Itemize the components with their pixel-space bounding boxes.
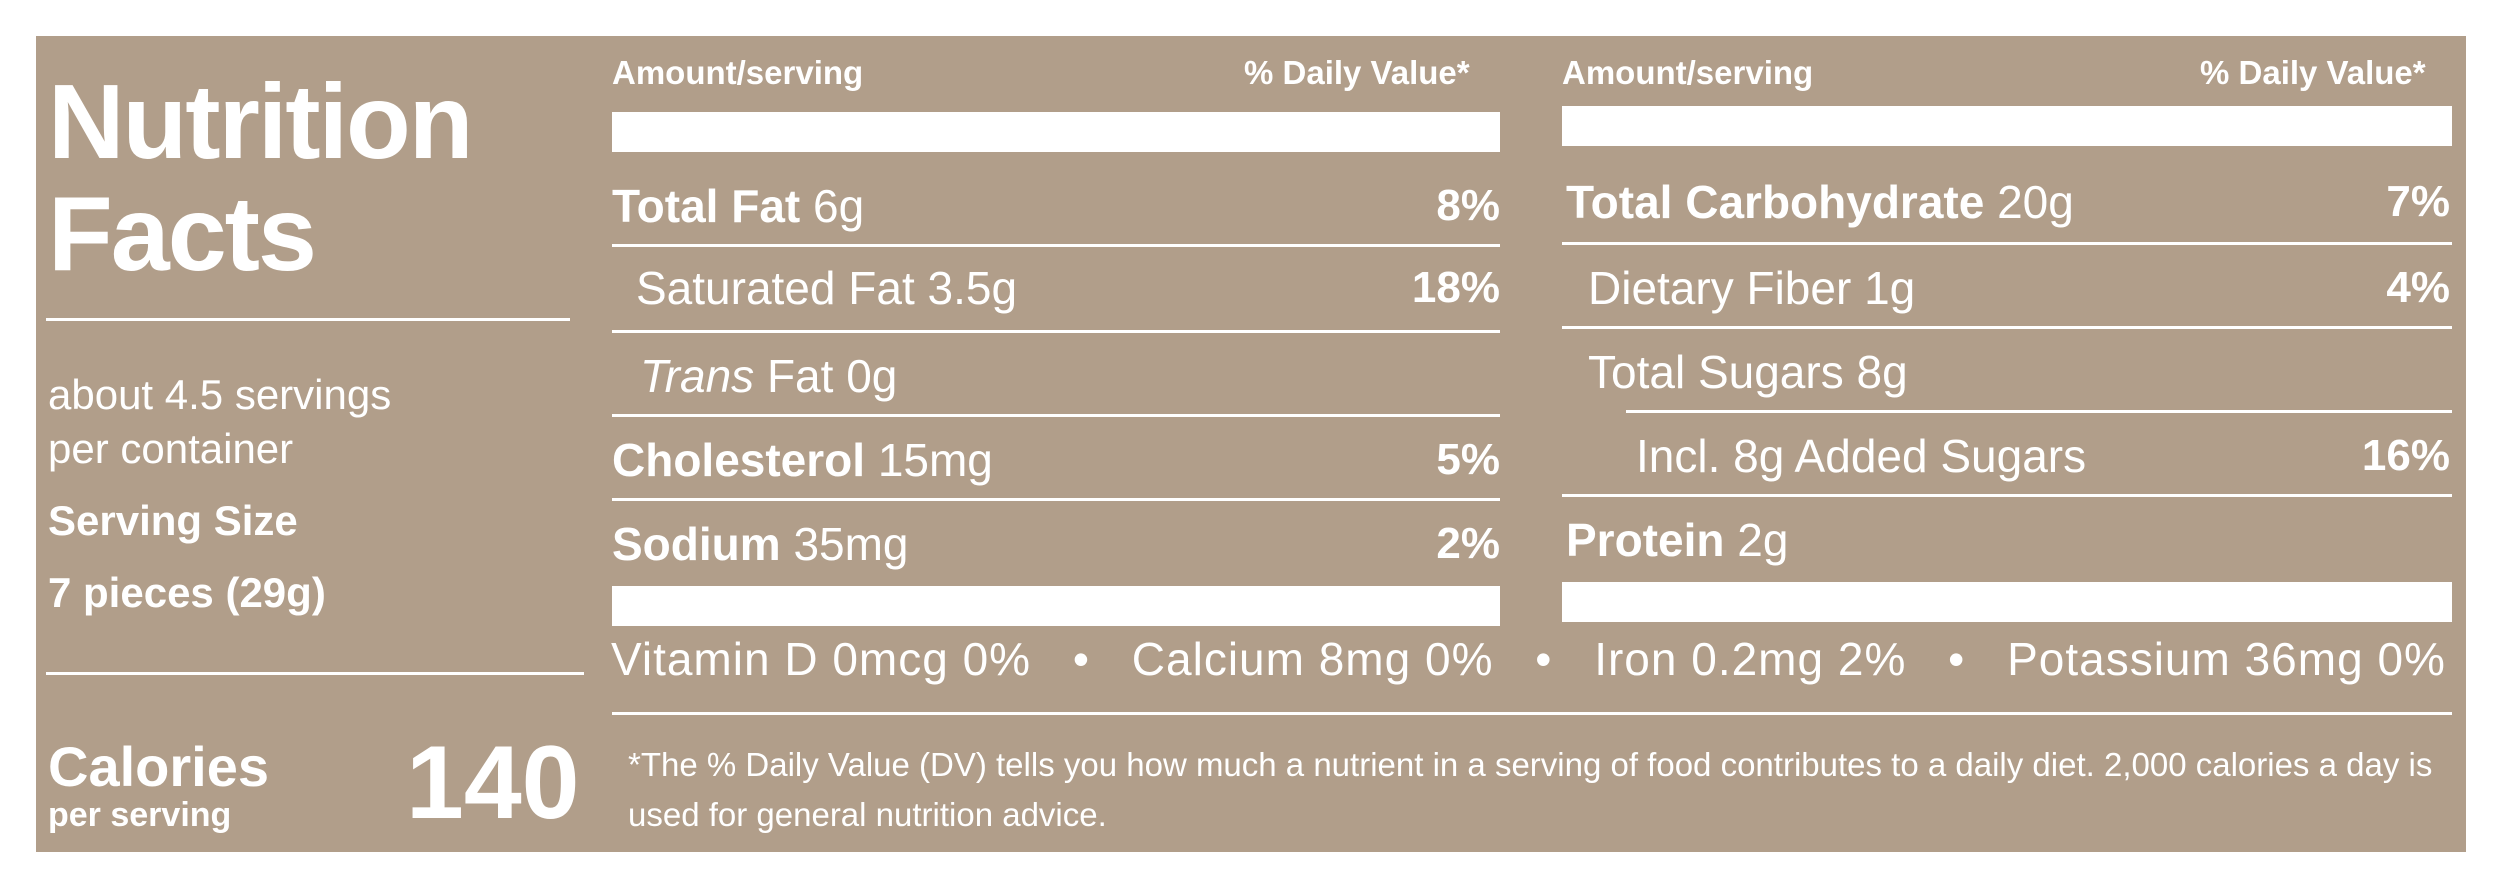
- right-header-amount: Amount/serving: [1562, 54, 1814, 91]
- left-thick-bar-bottom: [612, 586, 1500, 626]
- servings-line-1: about 4.5 servings: [48, 371, 392, 418]
- right-thick-bar-bottom: [1562, 582, 2452, 622]
- potassium: Potassium 36mg 0%: [2007, 633, 2446, 685]
- bullet-1: •: [1072, 633, 1090, 685]
- dv-total-carbohydrate: 7%: [2386, 177, 2450, 226]
- row-total-fat: Total Fat 6g: [612, 180, 865, 232]
- right-thick-bar-top: [1562, 106, 2452, 146]
- left-row-divider-2: [612, 330, 1500, 333]
- calories-value: 140: [406, 725, 580, 841]
- calories-sub: per serving: [48, 796, 232, 834]
- iron: Iron 0.2mg 2%: [1594, 633, 1907, 685]
- vitamin-d: Vitamin D 0mcg 0%: [611, 633, 1032, 685]
- left-header-dv: % Daily Value*: [1244, 54, 1470, 91]
- dv-saturated-fat: 18%: [1411, 263, 1500, 312]
- right-row-divider-2: [1562, 326, 2452, 329]
- row-saturated-fat: Saturated Fat 3.5g: [636, 262, 1018, 314]
- left-divider-top: [46, 318, 570, 321]
- dv-dietary-fiber: 4%: [2386, 263, 2450, 312]
- left-divider-bottom: [46, 672, 584, 675]
- right-row-divider-1: [1562, 242, 2452, 245]
- row-protein: Protein 2g: [1566, 514, 1789, 566]
- bullet-2: •: [1535, 633, 1553, 685]
- row-trans-fat: Trans Fat 0g: [640, 350, 898, 402]
- right-header-dv: % Daily Value*: [2200, 54, 2426, 91]
- left-header-amount: Amount/serving: [612, 54, 864, 91]
- row-sodium: Sodium 35mg: [612, 518, 909, 570]
- left-row-divider-4: [612, 498, 1500, 501]
- bullet-3: •: [1948, 633, 1966, 685]
- row-added-sugars: Incl. 8g Added Sugars: [1636, 430, 2087, 482]
- vitamins-divider: [612, 712, 2452, 715]
- daily-value-footnote: *The % Daily Value (DV) tells you how mu…: [628, 746, 2433, 833]
- vitamins-line: Vitamin D 0mcg 0% • Calcium 8mg 0% • Iro…: [611, 632, 2446, 686]
- row-dietary-fiber: Dietary Fiber 1g: [1588, 262, 1916, 314]
- row-cholesterol: Cholesterol 15mg: [612, 434, 993, 486]
- title-line-2: Facts: [48, 175, 317, 293]
- serving-size-value: 7 pieces (29g): [48, 569, 326, 616]
- calcium: Calcium 8mg 0%: [1131, 633, 1494, 685]
- title-line-1: Nutrition: [48, 63, 474, 181]
- dv-added-sugars: 16%: [2361, 431, 2450, 480]
- left-row-divider-3: [612, 414, 1500, 417]
- servings-line-2: per container: [48, 425, 294, 472]
- left-row-divider-1: [612, 244, 1500, 247]
- left-thick-bar-top: [612, 112, 1500, 152]
- right-row-divider-4: [1562, 494, 2452, 497]
- serving-size-label: Serving Size: [48, 497, 298, 544]
- dv-total-fat: 8%: [1436, 181, 1500, 230]
- calories-label: Calories: [48, 735, 269, 798]
- right-row-divider-3: [1626, 410, 2452, 413]
- dv-cholesterol: 5%: [1436, 435, 1500, 484]
- row-total-sugars: Total Sugars 8g: [1588, 346, 1908, 398]
- nutrition-facts-panel: Nutrition Facts about 4.5 servings per c…: [36, 36, 2466, 852]
- row-total-carbohydrate: Total Carbohydrate 20g: [1566, 176, 2074, 228]
- dv-sodium: 2%: [1436, 519, 1500, 568]
